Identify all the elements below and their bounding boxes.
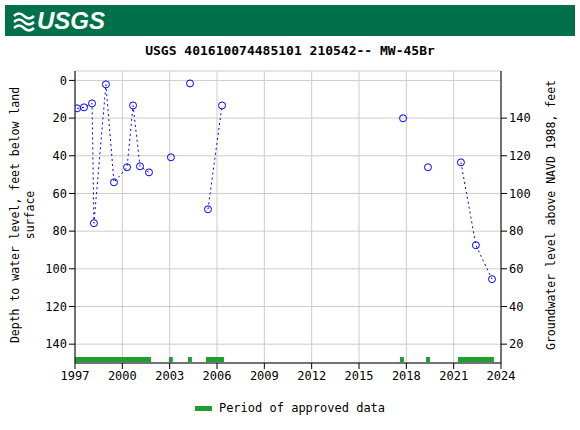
svg-text:140: 140 (509, 111, 531, 125)
svg-text:60: 60 (509, 262, 523, 276)
html-text:USGS 401610074485101 210542--: USGS 401610074485101 210542-- MW-45Br (145, 43, 435, 58)
svg-text:100: 100 (45, 262, 67, 276)
svg-text:40: 40 (509, 300, 523, 314)
svg-text:2024: 2024 (487, 369, 516, 383)
svg-text:2018: 2018 (392, 369, 421, 383)
svg-text:2012: 2012 (297, 369, 326, 383)
svg-text:2009: 2009 (250, 369, 279, 383)
svg-text:2003: 2003 (155, 369, 184, 383)
svg-text:20: 20 (53, 111, 67, 125)
svg-text:80: 80 (53, 224, 67, 238)
svg-text:120: 120 (509, 149, 531, 163)
svg-text:140: 140 (45, 337, 67, 351)
svg-text:20: 20 (509, 337, 523, 351)
svg-text:2015: 2015 (345, 369, 374, 383)
html-text:Depth to water level, feet bel: Depth to water level, feet below land su… (8, 86, 37, 344)
svg-text:0: 0 (60, 74, 67, 88)
svg-text:1997: 1997 (61, 369, 90, 383)
svg-text:120: 120 (45, 300, 67, 314)
svg-text:40: 40 (53, 149, 67, 163)
svg-text:80: 80 (509, 224, 523, 238)
svg-text:2021: 2021 (439, 369, 468, 383)
svg-text:100: 100 (509, 187, 531, 201)
html-text:USGS: USGS (37, 6, 105, 34)
svg-text:2000: 2000 (108, 369, 137, 383)
html-text:Groundwater level above NAVD 1: Groundwater level above NAVD 1988, feet (544, 80, 558, 350)
svg-text:60: 60 (53, 187, 67, 201)
svg-text:2006: 2006 (203, 369, 232, 383)
html-text:Period of approved data: Period of approved data (218, 401, 386, 415)
